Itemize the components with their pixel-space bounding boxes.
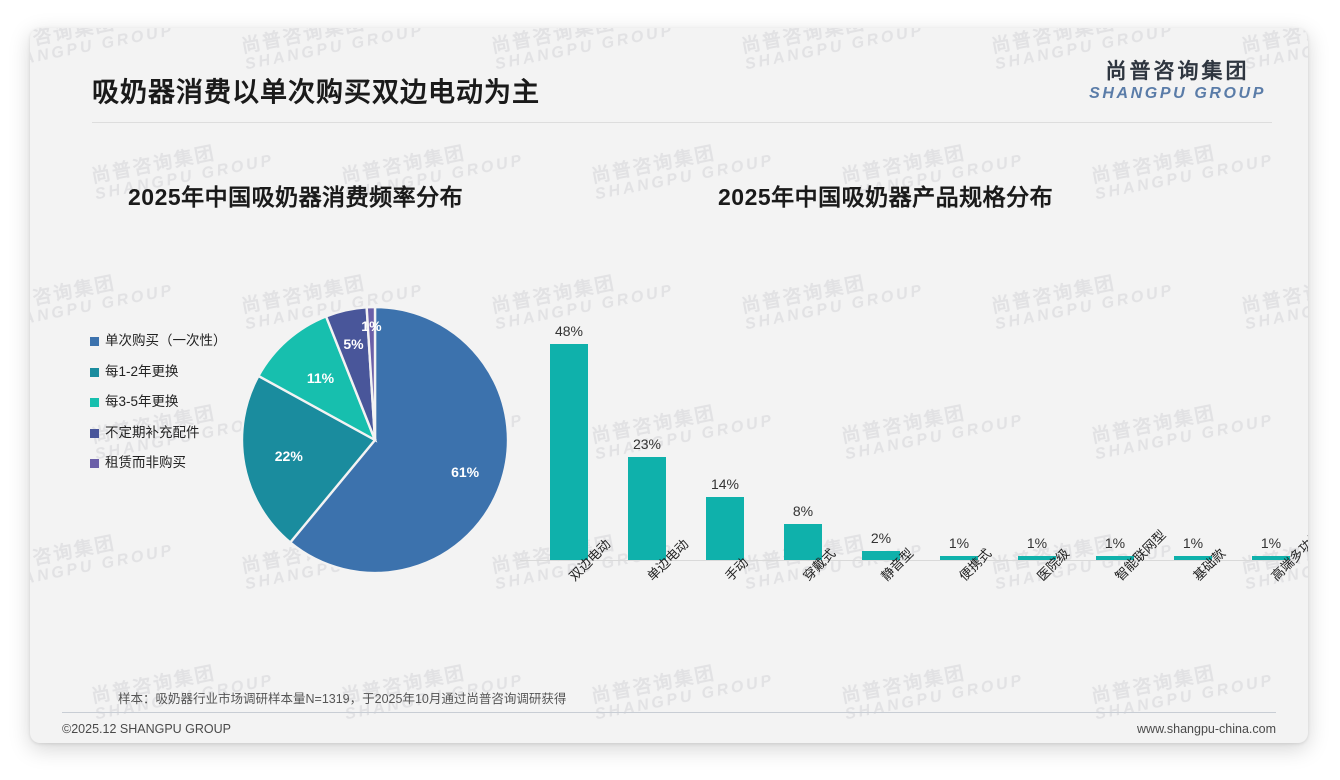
legend-item[interactable]: 不定期补充配件 [90, 425, 250, 441]
bar-rect[interactable] [706, 497, 744, 560]
footer-website-link[interactable]: www.shangpu-china.com [1137, 722, 1276, 736]
bar-chart: 48% 23% 14% 8% 2% 1% 1% 1% 1% 1% 双边电动 单边电动 手动 穿戴式 静音型… [510, 283, 1308, 683]
bar-rect[interactable] [550, 344, 588, 560]
pie-slice-label: 1% [361, 317, 382, 334]
legend-item[interactable]: 每3-5年更换 [90, 394, 250, 410]
legend-swatch-icon [90, 398, 99, 408]
bar-value-label: 1% [1260, 534, 1282, 551]
bar-value-label: 48% [554, 323, 584, 339]
pie-chart-legend: 单次购买（一次性） 每1-2年更换 每3-5年更换不定期补充配件 租赁而非购买 [90, 333, 250, 486]
legend-item[interactable]: 每1-2年更换 [90, 364, 250, 380]
bar-column[interactable]: 1% [998, 534, 1076, 560]
legend-swatch-icon [90, 459, 99, 469]
pie-slice-label: 61% [451, 464, 480, 481]
pie-slice[interactable] [288, 305, 510, 575]
pie-slice-label: 22% [274, 448, 303, 465]
legend-swatch-icon [90, 428, 99, 438]
pie-chart-svg [240, 305, 510, 575]
bar-value-label: 14% [710, 476, 740, 492]
bar-rect[interactable] [862, 551, 900, 560]
legend-item[interactable]: 租赁而非购买 [90, 455, 250, 471]
bar-column[interactable]: 48% [530, 323, 608, 560]
sample-footnote: 样本：吸奶器行业市场调研样本量N=1319，于2025年10月通过尚普咨询调研获… [118, 692, 567, 706]
legend-item-label: 单次购买（一次性） [105, 333, 227, 348]
bar-value-label: 1% [948, 534, 970, 551]
bar-chart-axis-line [520, 560, 1295, 561]
footer-divider [62, 712, 1276, 713]
bar-column[interactable]: 1% [920, 534, 998, 560]
bar-rect[interactable] [1018, 555, 1056, 560]
footer-copyright: ©2025.12 SHANGPU GROUP [62, 722, 231, 736]
pie-slice[interactable] [256, 314, 378, 443]
bar-column[interactable]: 23% [608, 435, 686, 560]
pie-slice-label: 11% [306, 370, 335, 387]
bar-value-label: 23% [632, 435, 662, 452]
bar-rect[interactable] [784, 524, 822, 560]
legend-item-label: 每1-2年更换 [105, 363, 179, 379]
slide-card: 尚普咨询集团 SHANGPU GROUP 尚普咨询集团 SHANGPU GROUP 尚普… [30, 28, 1308, 743]
footer-bar: ©2025.12 SHANGPU GROUP www.shangpu-china… [30, 713, 1308, 743]
legend-item-label: 每3-5年更换 [105, 394, 179, 410]
bar-column[interactable]: 14% [686, 476, 764, 560]
legend-item[interactable]: 单次购买（一次性） [90, 333, 250, 349]
bar-rect[interactable] [1096, 555, 1134, 560]
bar-value-label: 1% [1104, 534, 1126, 551]
bar-value-label: 8% [792, 503, 814, 519]
pie-slice-label: 5% [343, 335, 364, 352]
bar-column[interactable]: 1% [1232, 534, 1308, 560]
legend-swatch-icon [90, 367, 99, 377]
bar-value-label: 2% [870, 530, 892, 546]
bar-rect[interactable] [1174, 555, 1212, 560]
brand-logo-en: SHANGPU GROUP [1089, 85, 1266, 103]
legend-swatch-icon [90, 337, 99, 346]
bar-rect[interactable] [1252, 555, 1290, 560]
bar-value-label: 1% [1182, 534, 1204, 551]
pie-chart-title: 2025年中国吸奶器消费频率分布 [128, 184, 464, 210]
bar-rect[interactable] [628, 456, 666, 560]
bar-column[interactable]: 8% [764, 503, 842, 560]
pie-slice[interactable] [240, 374, 377, 545]
bar-chart-title: 2025年中国吸奶器产品规格分布 [718, 184, 1054, 210]
bar-column[interactable]: 2% [842, 530, 920, 560]
bar-column[interactable]: 1% [1076, 534, 1154, 560]
bar-rect[interactable] [940, 555, 978, 560]
bar-value-label: 1% [1026, 534, 1048, 551]
brand-logo: 尚普咨询集团 SHANGPU GROUP [1089, 60, 1266, 103]
page-title: 吸奶器消费以单次购买双边电动为主 [92, 77, 540, 108]
bar-column[interactable]: 1% [1154, 534, 1232, 560]
legend-item-label: 不定期补充配件 [105, 424, 200, 440]
pie-slice[interactable] [365, 305, 377, 441]
legend-item-label: 租赁而非购买 [105, 455, 186, 471]
slide-header: 吸奶器消费以单次购买双边电动为主 尚普咨询集团 SHANGPU GROUP [30, 28, 1308, 122]
brand-logo-cn: 尚普咨询集团 [1105, 60, 1250, 83]
pie-chart: 61% 22% 11% 5% 1% 单次购买（一次性） 每1-2年更换 每3-5年更换不定期… [60, 278, 530, 608]
header-divider [92, 122, 1272, 123]
